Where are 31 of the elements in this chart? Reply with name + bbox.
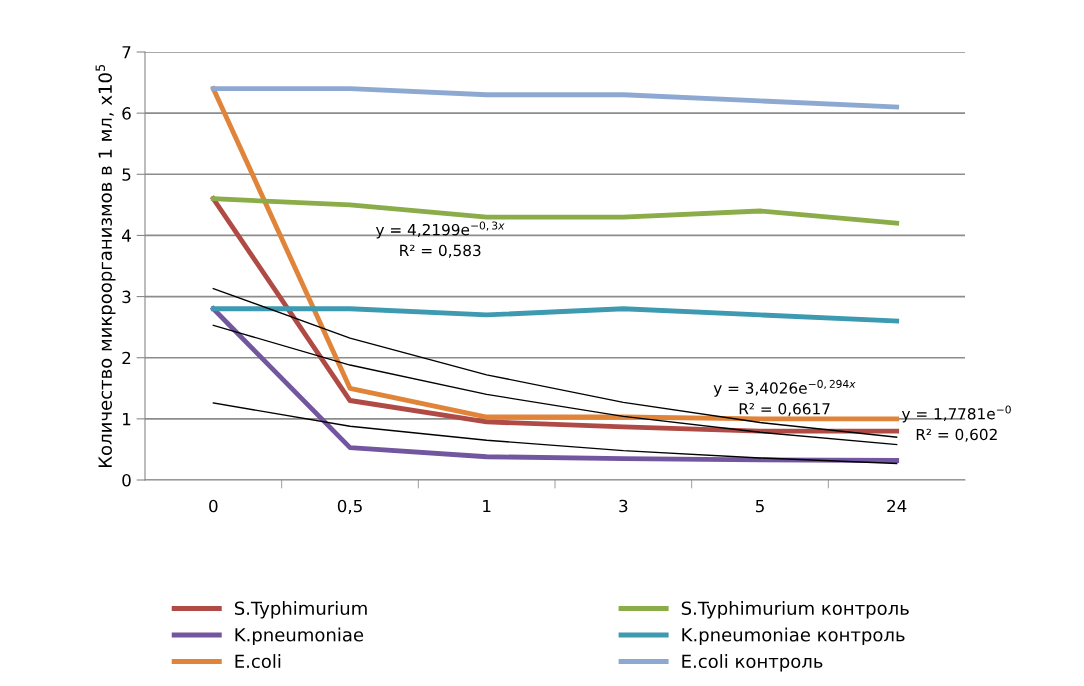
y-tick-label: 6: [122, 107, 131, 120]
x-tick-label: 1: [483, 499, 491, 513]
y-tick-label: 4: [122, 229, 131, 242]
line-series: [210, 86, 900, 422]
y-tick-label: 0: [122, 473, 131, 487]
y-axis-title: Количество микроорганизмов в 1 мл, х10$^{5}$: [95, 64, 116, 467]
x-tick-label: 24: [887, 499, 907, 513]
line-series: [212, 402, 898, 465]
y-tick-label: 7: [122, 46, 131, 59]
line-series: [212, 324, 898, 446]
line-series: [210, 86, 900, 110]
y-tick-label: 3: [122, 290, 131, 304]
legend-label: K.pneumoniae: [235, 627, 364, 646]
legend-label: K.pneumoniae контроль: [682, 627, 905, 646]
legend-label: S.Typhimurium: [234, 601, 367, 619]
line-series: [210, 306, 900, 463]
y-tick-label: 5: [122, 168, 131, 181]
x-tick-label: 3: [619, 499, 628, 513]
y-tick-label: 2: [122, 351, 131, 365]
legend-label: E.coli контроль: [682, 654, 823, 672]
x-tick-label: 0,5: [337, 499, 362, 515]
legend-label: S.Typhimurium контроль: [681, 601, 909, 619]
line-series: [212, 287, 898, 438]
text: y = 1,7781e$^{−0}$ R² = 0,602: [901, 405, 1011, 442]
legend-label: E.coli: [235, 654, 281, 669]
text: y = 4,2199e$^{−0,3x}$ R² = 0,583: [375, 221, 505, 258]
y-tick-label: 1: [123, 413, 131, 426]
x-tick-label: 0: [209, 499, 218, 513]
x-tick-label: 5: [755, 499, 764, 513]
text: y = 3,4026e$^{−0,294x}$ R² = 0,6617: [713, 379, 856, 417]
line-series: [210, 196, 900, 434]
